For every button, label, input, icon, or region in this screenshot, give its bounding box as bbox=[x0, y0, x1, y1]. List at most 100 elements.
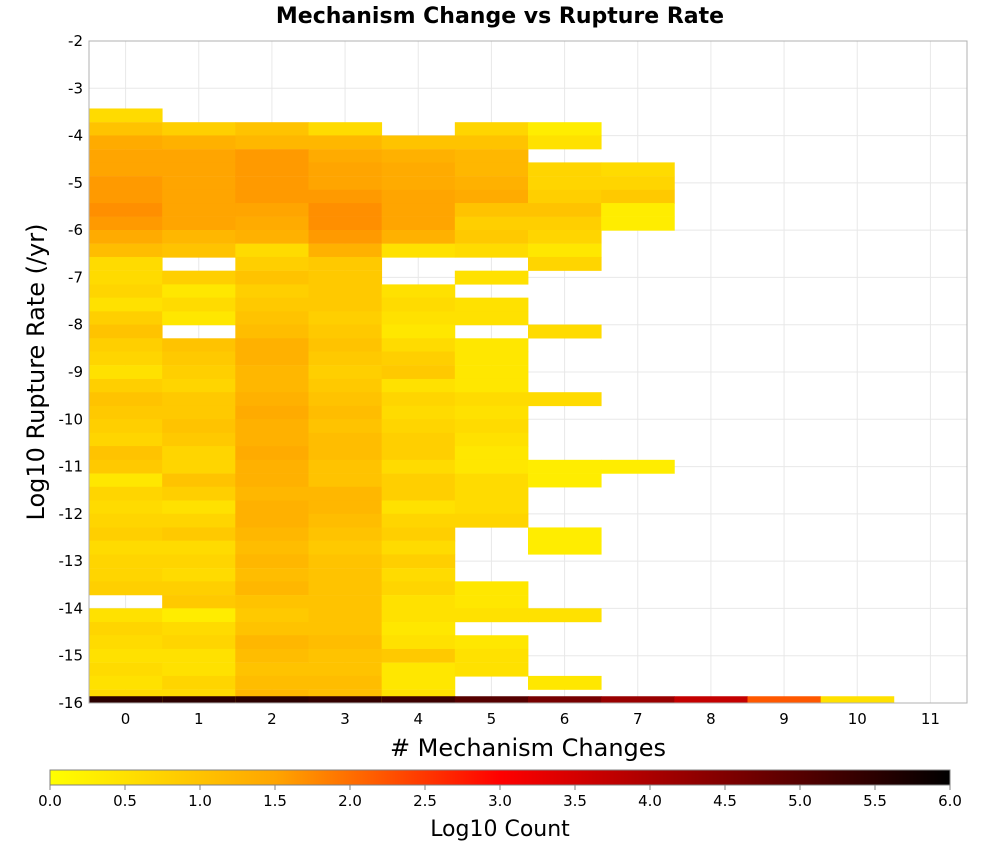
heatmap-cell bbox=[308, 622, 383, 636]
heatmap-cell bbox=[308, 324, 383, 339]
heatmap-cell bbox=[162, 473, 236, 488]
heatmap-cell bbox=[235, 311, 309, 326]
heatmap-cell bbox=[235, 622, 309, 636]
heatmap-cell bbox=[381, 473, 456, 488]
heatmap-cell bbox=[454, 473, 529, 488]
colorbar-label: Log10 Count bbox=[430, 817, 570, 842]
heatmap-cell bbox=[89, 405, 163, 420]
heatmap-cell bbox=[89, 270, 163, 285]
heatmap-cell bbox=[308, 486, 383, 501]
heatmap-cell bbox=[674, 696, 748, 704]
heatmap-cell bbox=[454, 338, 529, 353]
heatmap-cell bbox=[235, 419, 309, 434]
colorbar-tick-label: 2.5 bbox=[413, 792, 437, 810]
heatmap-cell bbox=[308, 365, 383, 380]
heatmap-cell bbox=[89, 203, 163, 217]
heatmap-cell bbox=[454, 122, 529, 137]
y-axis-label: Log10 Rupture Rate (/yr) bbox=[22, 224, 50, 521]
heatmap-cell bbox=[381, 230, 456, 244]
heatmap-cell bbox=[162, 595, 236, 609]
heatmap-cell bbox=[162, 500, 236, 515]
heatmap-cell bbox=[235, 392, 309, 407]
heatmap-cell bbox=[454, 270, 529, 285]
heatmap-cell bbox=[235, 203, 309, 217]
heatmap-cell bbox=[308, 419, 383, 434]
heatmap-cell bbox=[528, 324, 602, 339]
heatmap-cell bbox=[308, 527, 383, 542]
heatmap-cell bbox=[162, 230, 236, 244]
heatmap-cell bbox=[820, 696, 895, 704]
heatmap-cell bbox=[162, 162, 236, 177]
heatmap-cell bbox=[235, 122, 309, 137]
heatmap-cell bbox=[381, 162, 456, 177]
heatmap-cell bbox=[235, 405, 309, 420]
heatmap-cell bbox=[308, 500, 383, 515]
heatmap-cell bbox=[89, 446, 163, 461]
x-tick-label: 11 bbox=[921, 710, 940, 728]
heatmap-cell bbox=[308, 540, 383, 555]
heatmap-cell bbox=[381, 662, 456, 677]
heatmap-cell bbox=[381, 392, 456, 407]
heatmap-cell bbox=[528, 527, 602, 542]
heatmap-cells bbox=[89, 108, 895, 704]
heatmap-cell bbox=[308, 581, 383, 596]
x-tick-label: 3 bbox=[340, 710, 350, 728]
heatmap-cell bbox=[235, 243, 309, 258]
heatmap-cell bbox=[454, 230, 529, 244]
heatmap-cell bbox=[381, 513, 456, 528]
heatmap-cell bbox=[162, 311, 236, 326]
heatmap-cell bbox=[454, 176, 529, 191]
heatmap-cell bbox=[528, 243, 602, 258]
heatmap-cell bbox=[601, 189, 675, 204]
heatmap-cell bbox=[235, 149, 309, 164]
heatmap-cell bbox=[89, 216, 163, 231]
heatmap-cell bbox=[381, 203, 456, 217]
heatmap-cell bbox=[162, 675, 236, 690]
heatmap-cell bbox=[235, 554, 309, 569]
heatmap-cell bbox=[162, 284, 236, 299]
heatmap-cell bbox=[308, 122, 383, 137]
colorbar bbox=[49, 769, 951, 786]
heatmap-cell bbox=[89, 459, 163, 474]
heatmap-cell bbox=[454, 297, 529, 312]
heatmap-cell bbox=[308, 149, 383, 164]
heatmap-cell bbox=[454, 135, 529, 150]
heatmap-cell bbox=[162, 419, 236, 434]
colorbar-tick-label: 0.5 bbox=[113, 792, 137, 810]
heatmap-cell bbox=[528, 473, 602, 488]
x-tick-label: 0 bbox=[121, 710, 131, 728]
heatmap-cell bbox=[528, 392, 602, 407]
heatmap-cell bbox=[454, 216, 529, 231]
y-tick-label: -8 bbox=[68, 316, 83, 334]
colorbar-tick-label: 4.0 bbox=[638, 792, 662, 810]
heatmap-cell bbox=[381, 648, 456, 663]
heatmap-cell bbox=[308, 351, 383, 366]
heatmap-cell bbox=[89, 568, 163, 583]
heatmap-cell bbox=[89, 432, 163, 447]
y-tick-label: -15 bbox=[59, 647, 84, 665]
heatmap-cell bbox=[235, 378, 309, 393]
heatmap-cell bbox=[308, 675, 383, 690]
heatmap-cell bbox=[162, 378, 236, 393]
heatmap-cell bbox=[528, 256, 602, 271]
heatmap-cell bbox=[89, 149, 163, 164]
colorbar-tick-label: 1.0 bbox=[188, 792, 212, 810]
heatmap-cell bbox=[89, 324, 163, 339]
heatmap-cell bbox=[235, 662, 309, 677]
heatmap-cell bbox=[89, 622, 163, 636]
heatmap-cell bbox=[381, 324, 456, 339]
heatmap-cell bbox=[381, 365, 456, 380]
heatmap-cell bbox=[89, 378, 163, 393]
heatmap-cell bbox=[89, 230, 163, 244]
heatmap-cell bbox=[308, 284, 383, 299]
x-tick-label: 9 bbox=[779, 710, 789, 728]
heatmap-cell bbox=[528, 230, 602, 244]
heatmap-cell bbox=[89, 351, 163, 366]
heatmap-cell bbox=[454, 513, 529, 528]
heatmap-cell bbox=[89, 176, 163, 191]
heatmap-cell bbox=[601, 216, 675, 231]
heatmap-cell bbox=[162, 135, 236, 150]
heatmap-cell bbox=[235, 446, 309, 461]
y-tick-label: -6 bbox=[68, 221, 83, 239]
